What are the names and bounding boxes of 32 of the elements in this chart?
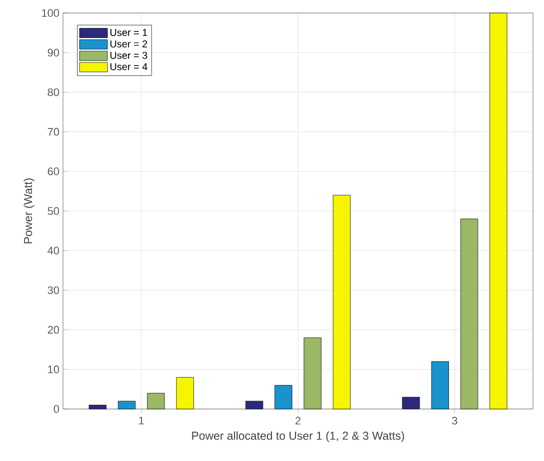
y-tick-label: 10: [48, 366, 60, 374]
bar: [332, 194, 351, 410]
y-tick-label: 70: [48, 128, 60, 136]
y-tick-label: 50: [48, 207, 60, 215]
legend-label: User = 2: [110, 40, 148, 48]
bar: [460, 218, 478, 410]
y-axis-title: Power (Watt): [24, 178, 34, 244]
bar: [245, 400, 264, 410]
y-tick-label: 40: [48, 246, 60, 254]
legend-label: User = 4: [110, 63, 148, 70]
bar: [176, 377, 194, 410]
y-tick-label: 0: [54, 405, 60, 413]
bar: [304, 338, 322, 410]
bar: [431, 361, 449, 410]
x-tick-label: 2: [296, 416, 300, 424]
x-tick-label: 1: [139, 416, 144, 424]
y-tick-label: 20: [48, 326, 60, 334]
x-tick-label: 3: [452, 416, 458, 425]
y-tick-label: 100: [42, 9, 60, 17]
bar: [274, 385, 292, 410]
bar: [88, 404, 106, 410]
bar: [490, 12, 508, 410]
x-axis-title: Power allocated to User 1 (1, 2 & 3 Watts): [192, 431, 404, 442]
y-tick-label: 30: [48, 286, 60, 294]
bar: [402, 396, 420, 410]
y-tick-label: 80: [48, 88, 60, 96]
y-tick-label: 90: [48, 48, 60, 56]
legend-label: User = 3: [110, 52, 148, 59]
bar: [118, 400, 136, 410]
legend-label: User = 1: [110, 29, 148, 36]
bar: [147, 392, 165, 410]
y-tick-label: 60: [48, 168, 60, 176]
